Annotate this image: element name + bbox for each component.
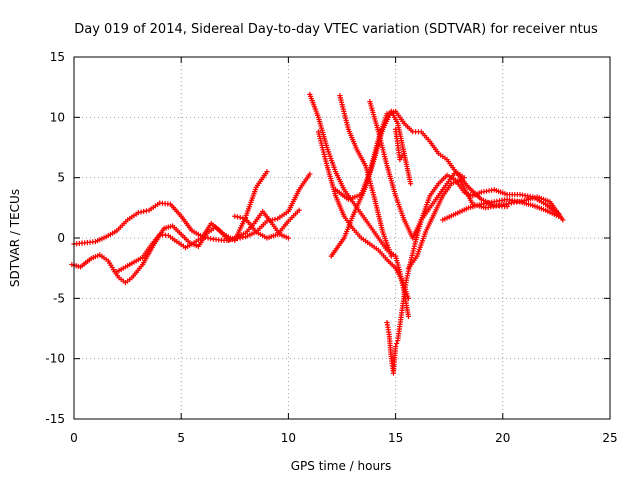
data-point <box>269 217 275 223</box>
data-point <box>408 181 414 187</box>
data-point <box>401 150 407 157</box>
data-point <box>237 214 243 221</box>
x-tick-label: 25 <box>602 431 617 445</box>
y-tick-label: 5 <box>57 171 65 185</box>
data-point <box>135 210 141 216</box>
y-tick-label: 15 <box>50 50 65 64</box>
data-point <box>393 344 399 350</box>
x-tick-label: 5 <box>177 431 185 445</box>
y-tick-label: -5 <box>53 291 65 305</box>
x-axis-title: GPS time / hours <box>291 459 392 473</box>
plot-frame <box>73 56 611 420</box>
data-point <box>394 340 400 347</box>
data-point <box>388 253 394 259</box>
x-tick-label: 15 <box>388 431 403 445</box>
data-point <box>208 236 214 242</box>
data-point <box>461 175 467 181</box>
data-point <box>307 171 313 177</box>
data-points <box>69 91 566 376</box>
data-point <box>272 216 278 222</box>
data-point <box>285 235 291 241</box>
data-point <box>296 207 302 213</box>
data-point <box>141 208 147 215</box>
x-tick-label: 20 <box>495 431 510 445</box>
y-tick-label: 10 <box>50 110 65 124</box>
data-point <box>405 313 412 320</box>
data-point <box>555 213 562 219</box>
data-point <box>232 213 238 219</box>
y-tick-label: 0 <box>57 231 65 245</box>
data-point <box>405 295 412 301</box>
data-point <box>143 208 149 214</box>
chart-title: Day 019 of 2014, Sidereal Day-to-day VTE… <box>74 22 598 37</box>
y-tick-label: -10 <box>45 352 65 366</box>
data-point <box>560 217 566 223</box>
data-point <box>234 214 241 220</box>
x-tick-label: 0 <box>70 431 78 445</box>
data-point <box>205 235 211 241</box>
axis-ticks: 0 5 10 15 20 25 -15 -10 -5 0 5 10 15 <box>45 50 617 445</box>
x-tick-label: 10 <box>281 431 296 445</box>
data-point <box>240 215 246 221</box>
data-point <box>264 169 270 175</box>
y-axis-title: SDTVAR / TECUs <box>8 189 22 287</box>
y-tick-label: -15 <box>45 412 65 426</box>
data-point <box>504 204 510 210</box>
data-point <box>138 209 144 215</box>
